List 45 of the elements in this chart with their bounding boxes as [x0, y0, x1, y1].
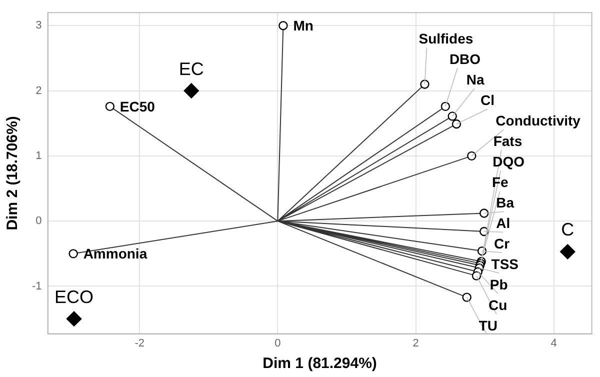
y-tick-label: 0: [36, 215, 42, 228]
x-tick-label: 2: [412, 337, 419, 350]
point: [278, 21, 288, 30]
point: [560, 244, 576, 260]
data-label: Fats: [493, 132, 522, 149]
y-tick-label: -1: [32, 280, 42, 292]
x-tick-label: 0: [274, 337, 281, 350]
data-label: DBO: [449, 50, 481, 67]
point: [105, 102, 115, 112]
x-tick-label: -2: [134, 337, 144, 350]
data-label: Cr: [494, 235, 510, 252]
data-label: Ba: [496, 194, 514, 210]
y-tick-label: 1: [36, 150, 42, 162]
point: [440, 102, 450, 112]
data-label: EC: [178, 58, 204, 79]
data-label: TU: [478, 317, 498, 334]
y-tick-label: 2: [36, 84, 42, 97]
point: [452, 119, 462, 129]
point: [467, 151, 476, 161]
data-label: Fe: [492, 174, 509, 190]
data-label: Conductivity: [496, 112, 581, 128]
point: [480, 208, 489, 218]
point: [184, 83, 199, 98]
y-tick-label: 3: [36, 20, 42, 32]
point: [420, 80, 430, 89]
data-label: ECO: [54, 286, 94, 307]
data-label: EC50: [120, 98, 156, 114]
data-label: Sulfides: [418, 30, 474, 46]
data-label: C: [561, 220, 574, 240]
data-label: Ammonia: [83, 246, 148, 262]
y-axis-title: Dim 2 (18.706%): [4, 116, 22, 230]
data-label: Cl: [480, 92, 494, 108]
data-label: DQO: [492, 153, 525, 170]
data-label: Cu: [488, 296, 508, 313]
x-axis-title: Dim 1 (81.294%): [262, 355, 377, 372]
data-label: TSS: [491, 256, 518, 272]
point: [66, 311, 82, 326]
data-label: Pb: [490, 276, 508, 292]
data-label: Na: [466, 71, 484, 88]
point: [448, 112, 457, 121]
point: [462, 292, 472, 302]
point: [68, 249, 78, 258]
data-label: Mn: [293, 17, 314, 34]
x-tick-label: 4: [550, 337, 557, 350]
data-label: Al: [496, 214, 510, 231]
